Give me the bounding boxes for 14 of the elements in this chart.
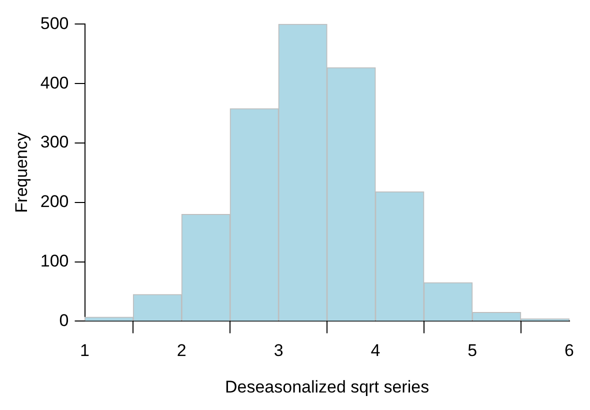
x-tick-label: 1	[80, 341, 90, 360]
y-tick-label: 200	[40, 192, 69, 212]
y-axis-title: Frequency	[12, 132, 31, 213]
y-tick-label: 500	[40, 14, 69, 33]
x-tick-label: 3	[274, 341, 284, 360]
x-axis-title: Deseasonalized sqrt series	[224, 377, 430, 396]
x-tick-label: 2	[176, 341, 186, 360]
y-tick-label: 400	[40, 73, 69, 92]
x-tick-label: 6	[564, 341, 574, 360]
x-tick-label: 4	[370, 341, 380, 360]
y-tick-label: 300	[40, 132, 69, 152]
y-tick-label: 0	[59, 310, 69, 330]
y-tick-label: 100	[40, 251, 69, 270]
x-tick-label: 5	[468, 341, 478, 360]
